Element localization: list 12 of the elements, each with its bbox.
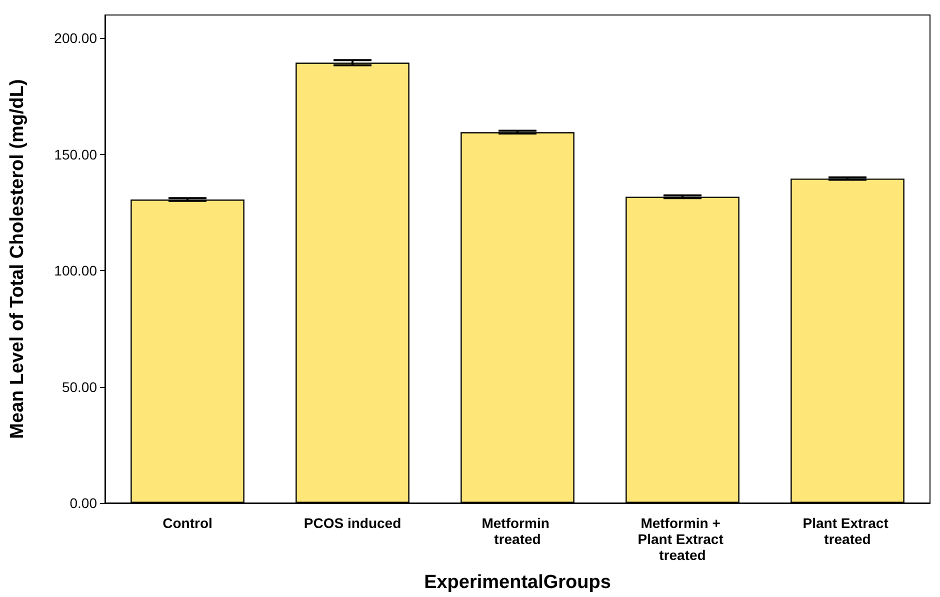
x-tick-label: Metformin + Plant Extract treated	[638, 515, 728, 563]
y-tick-label: 100.00	[54, 262, 98, 279]
y-tick-label: 0.00	[70, 495, 98, 511]
x-tick-label: Control	[162, 515, 212, 531]
y-tick-label: 150.00	[54, 146, 98, 162]
x-tick-label: Metformin treated	[482, 515, 554, 547]
x-axis-title: ExperimentalGroups	[424, 572, 611, 593]
x-tick-label: PCOS induced	[304, 515, 402, 531]
y-axis-title: Mean Level of Total Cholesterol (mg/dL)	[7, 79, 28, 439]
y-tick-label: 50.00	[62, 378, 98, 395]
x-tick-label: Plant Extract treated	[802, 515, 892, 547]
y-tick-label: 200.00	[54, 30, 98, 46]
